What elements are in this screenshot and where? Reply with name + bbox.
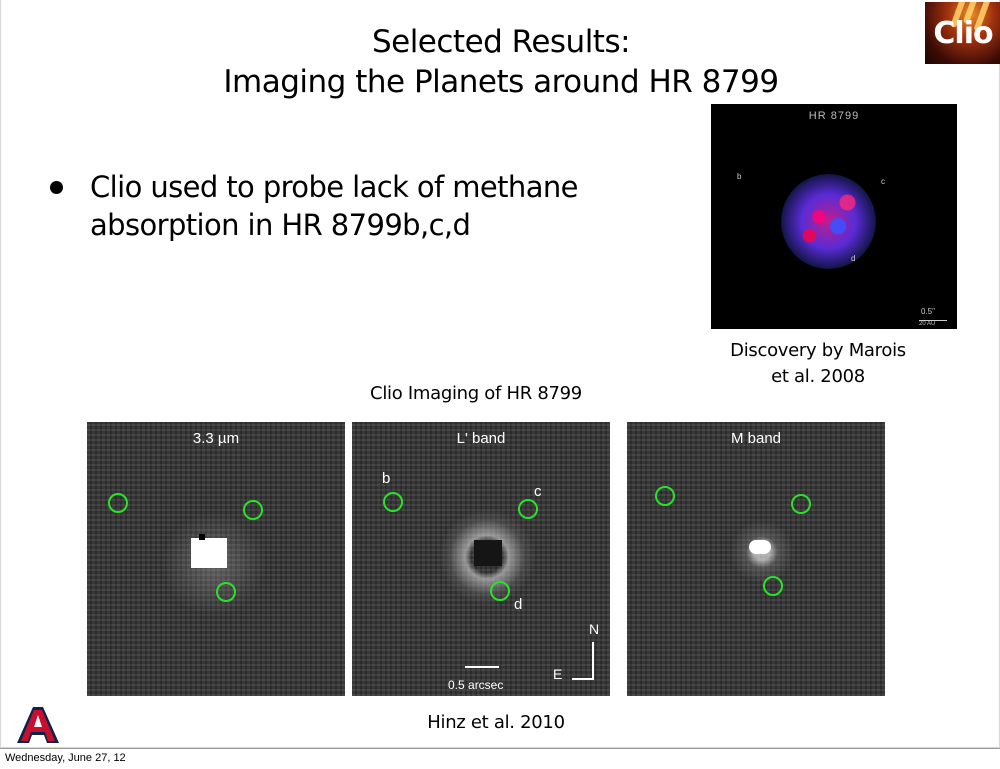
compass-north-arrow (592, 642, 594, 680)
university-arizona-logo (17, 707, 59, 743)
discovery-scale-sub: 20 AU (919, 321, 936, 327)
planet-marker-c (243, 500, 263, 520)
planet-label-c: c (534, 483, 542, 500)
discovery-caption-line-1: Discovery by Marois (730, 340, 906, 361)
star-residual (781, 174, 876, 269)
compass-east-label: E (553, 666, 563, 682)
credit-caption: Hinz et al. 2010 (427, 712, 565, 733)
footer-date: Wednesday, June 27, 12 (5, 752, 126, 764)
compass-north-label: N (589, 621, 600, 637)
clio-logo: Clio (925, 2, 1000, 64)
planet-label-b: b (382, 470, 391, 487)
panel-m-band: M band (627, 422, 885, 696)
bullet-line-2: absorption in HR 8799b,c,d (90, 208, 471, 242)
discovery-scale-bar (919, 320, 947, 321)
footer: Wednesday, June 27, 12 (0, 748, 1000, 769)
planet-label-d: d (851, 254, 856, 263)
star-core (749, 540, 771, 554)
planet-marker-d (763, 576, 783, 596)
discovery-image-header: HR 8799 (808, 110, 860, 122)
planet-marker-d (216, 582, 236, 602)
planet-marker-c (791, 494, 811, 514)
bullet-item: Clio used to probe lack of methane absor… (47, 168, 647, 244)
panel-title: 3.3 µm (192, 430, 240, 447)
clio-logo-text: Clio (933, 16, 993, 51)
star-core (191, 538, 227, 568)
slide: Selected Results: Imaging the Planets ar… (0, 0, 1000, 748)
panel-title: M band (730, 430, 782, 447)
planet-marker-b (383, 492, 403, 512)
title-line-1: Selected Results: (371, 24, 631, 60)
clio-imaging-caption: Clio Imaging of HR 8799 (370, 383, 582, 404)
planet-marker-d (490, 581, 510, 601)
bullet-list: Clio used to probe lack of methane absor… (47, 168, 647, 244)
title-line-2: Imaging the Planets around HR 8799 (223, 64, 779, 100)
core-mask (199, 534, 205, 540)
planet-marker-b (108, 493, 128, 513)
planet-marker-b (655, 486, 675, 506)
planet-label-c: c (881, 177, 885, 186)
discovery-caption-line-2: et al. 2008 (771, 366, 865, 387)
slide-title: Selected Results: Imaging the Planets ar… (151, 22, 851, 102)
scale-label: 0.5 arcsec (448, 678, 504, 692)
core-mask (474, 540, 502, 566)
compass-east-arrow (572, 678, 593, 680)
panel-3-3-micron: 3.3 µm (87, 422, 345, 696)
planet-label-b: b (737, 172, 742, 181)
bullet-line-1: Clio used to probe lack of methane (90, 170, 579, 204)
scale-bar (465, 666, 499, 668)
panel-l-band: L' band b c d 0.5 arcsec N E (352, 422, 610, 696)
bullet-dot (50, 181, 63, 194)
planet-marker-c (518, 499, 538, 519)
discovery-image: HR 8799 b c d 0.5" 20 AU (711, 104, 957, 329)
planet-label-d: d (514, 596, 523, 613)
panel-title: L' band (456, 430, 506, 447)
noise-background (87, 422, 345, 696)
discovery-caption: Discovery by Marois et al. 2008 (701, 338, 935, 390)
discovery-scale-label: 0.5" (921, 307, 935, 316)
